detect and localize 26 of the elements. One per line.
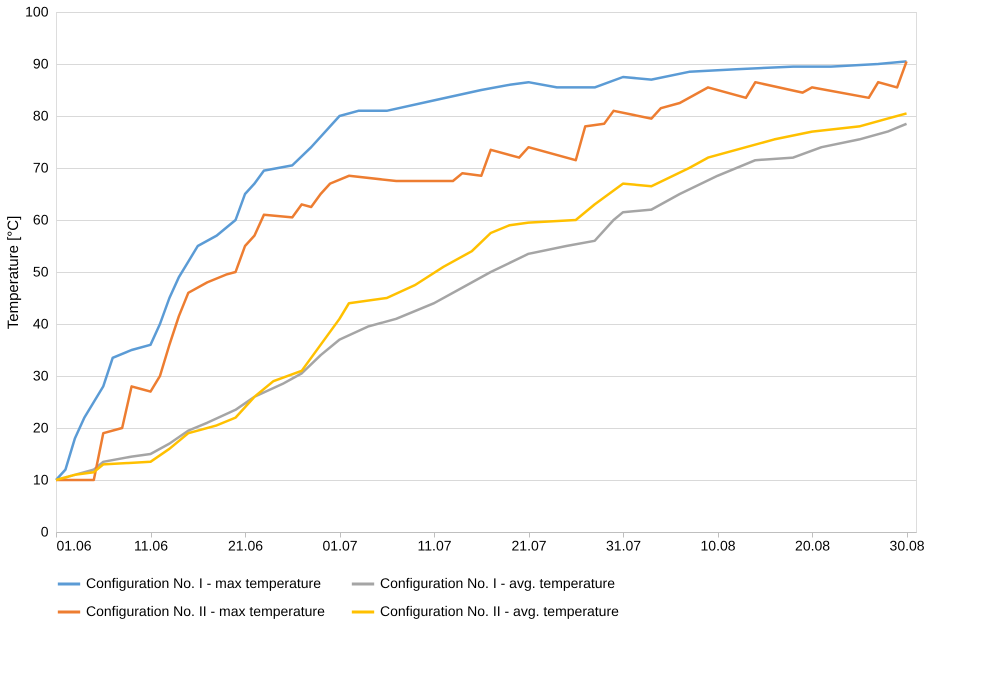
x-tick-label: 01.07 [322, 538, 358, 554]
legend-label: Configuration No. I - max temperature [86, 575, 322, 591]
x-tick-label: 20.08 [795, 538, 830, 554]
x-tick-label: 01.06 [56, 538, 92, 554]
x-tick-label: 11.06 [134, 538, 168, 554]
y-tick-label: 50 [32, 264, 49, 280]
legend-label: Configuration No. II - max temperature [86, 603, 326, 619]
x-tick-label: 10.08 [700, 538, 736, 554]
x-tick-label: 21.07 [512, 538, 547, 554]
y-tick-label: 40 [32, 316, 49, 332]
y-axis-title: Temperature [°C] [5, 216, 22, 330]
x-tick-label: 31.07 [606, 538, 642, 554]
y-tick-label: 30 [32, 368, 49, 384]
legend-label: Configuration No. I - avg. temperature [380, 575, 616, 591]
x-tick-label: 11.07 [418, 538, 452, 554]
y-tick-label: 80 [32, 108, 49, 124]
y-tick-label: 100 [25, 4, 49, 20]
y-tick-label: 10 [32, 472, 49, 488]
y-tick-label: 70 [32, 160, 49, 176]
x-tick-label: 21.06 [228, 538, 264, 554]
legend-label: Configuration No. II - avg. temperature [380, 603, 620, 619]
y-tick-label: 0 [40, 524, 49, 540]
y-tick-label: 60 [32, 212, 49, 228]
y-tick-label: 20 [32, 420, 49, 436]
y-tick-label: 90 [32, 56, 49, 72]
x-tick-label: 30.08 [890, 538, 925, 554]
